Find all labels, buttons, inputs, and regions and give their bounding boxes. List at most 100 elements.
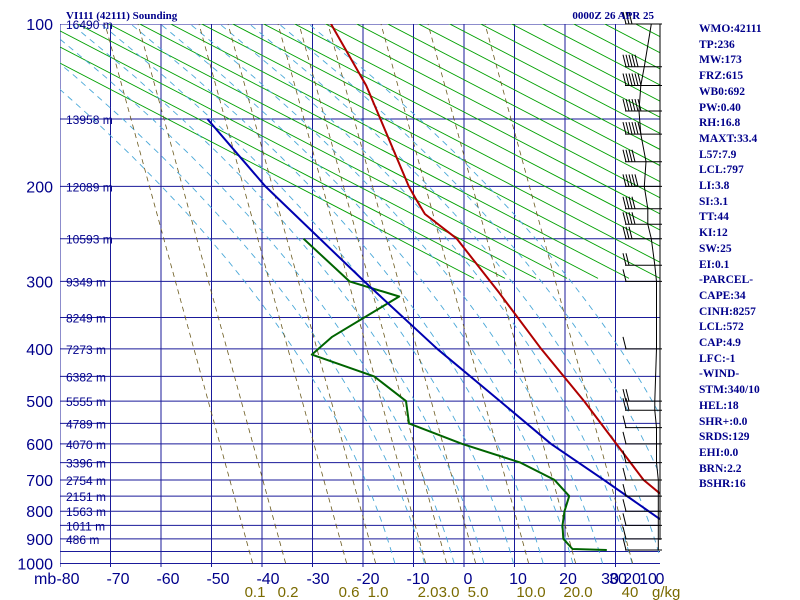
mixing-ratio-line xyxy=(427,24,578,567)
pressure-tick-label: 200 xyxy=(26,179,53,196)
mixing-ratio-label: 20.0 xyxy=(563,584,592,600)
dry-adiabat-line xyxy=(138,24,630,279)
dry-adiabat-line xyxy=(386,24,660,167)
wind-barb xyxy=(622,388,662,402)
mixing-ratio-line xyxy=(277,24,428,567)
mixing-ratio-label: 0.6 xyxy=(339,584,360,600)
index-line: TT:44 xyxy=(699,211,729,224)
dry-adiabat-line xyxy=(293,24,660,215)
index-line: LCL:797 xyxy=(699,164,744,177)
moist-adiabat-line xyxy=(60,88,396,564)
index-line: KI:12 xyxy=(699,227,728,240)
temperature-tick-label: -50 xyxy=(206,571,229,588)
dry-adiabat-line xyxy=(479,24,660,118)
height-label: 1011 m xyxy=(66,519,105,533)
index-line: MAXT:33.4 xyxy=(699,132,758,145)
dry-adiabat-line xyxy=(60,30,537,279)
index-line: L57:7.9 xyxy=(699,148,737,161)
index-line: LCL:572 xyxy=(699,321,744,334)
height-label: 13958 m xyxy=(66,113,113,127)
mixing-ratio-line xyxy=(137,24,288,567)
moist-adiabat-line xyxy=(160,24,574,564)
index-line: CINH:8257 xyxy=(699,305,756,318)
index-line: LFC:-1 xyxy=(699,352,736,365)
wind-barb xyxy=(622,54,662,68)
mixing-ratio-lines xyxy=(104,24,635,567)
moist-adiabat-line xyxy=(71,24,485,564)
plot-background xyxy=(60,24,660,567)
index-line: WB0:692 xyxy=(699,85,745,98)
index-line: WMO:42111 xyxy=(699,23,762,35)
mixing-ratio-label: 1.0 xyxy=(368,584,389,600)
moist-adiabat-line xyxy=(60,38,455,564)
mixing-ratio-line xyxy=(327,24,478,567)
wind-barb xyxy=(622,499,662,512)
pressure-tick-label: 300 xyxy=(26,274,53,291)
temperature-tick-label: -20 xyxy=(356,571,379,588)
height-label: 9349 m xyxy=(66,275,106,289)
height-label: 10593 m xyxy=(66,233,113,247)
wind-barb xyxy=(622,196,662,210)
moist-adiabat-line xyxy=(189,24,604,564)
mixing-ratio-label: 0.1 xyxy=(245,584,266,600)
mixing-ratio-label: 3.0 xyxy=(439,584,460,600)
temperature-tick-label: 20 xyxy=(559,571,577,588)
index-line: CAPE:34 xyxy=(699,289,746,302)
mixing-ratio-line xyxy=(227,24,378,567)
index-line: EHI:0.0 xyxy=(699,446,739,459)
wind-barb xyxy=(622,467,662,481)
temperature-tick-label: -10 xyxy=(406,571,429,588)
temperature-tick-label: 10 xyxy=(509,571,527,588)
mixing-ratio-label: 10.0 xyxy=(516,584,545,600)
dry-adiabat-line xyxy=(76,24,568,279)
sounding-series-line xyxy=(302,237,607,551)
index-line: CAP:4.9 xyxy=(699,337,741,350)
temperature-tick-label: -30 xyxy=(306,571,329,588)
height-label: 3396 m xyxy=(66,457,106,471)
dry-adiabat-line xyxy=(60,46,506,279)
pressure-tick-label: 800 xyxy=(26,504,53,521)
wind-profile xyxy=(622,11,662,551)
temperature-tick-label: -60 xyxy=(156,571,179,588)
dry-adiabat-line xyxy=(200,24,660,263)
index-line: MW:173 xyxy=(699,54,742,67)
isobar-isotherm-grid xyxy=(60,24,660,567)
pressure-tick-label: 400 xyxy=(26,342,53,359)
moist-adiabat-line xyxy=(278,24,660,477)
moist-adiabat-line xyxy=(249,24,660,559)
wind-barb xyxy=(622,226,662,240)
wind-speed-tick-label: 0 xyxy=(656,571,665,588)
wind-barb xyxy=(622,73,662,86)
index-line: FRZ:615 xyxy=(699,70,744,83)
pressure-tick-label: 600 xyxy=(26,437,53,454)
index-line: -PARCEL- xyxy=(699,274,754,287)
index-line: -WIND- xyxy=(699,368,740,381)
wind-barb xyxy=(622,269,662,282)
dry-adiabats xyxy=(60,24,660,279)
index-line: TP:236 xyxy=(699,38,735,51)
wind-barb xyxy=(622,149,662,163)
mixing-ratio-line xyxy=(104,24,255,567)
index-line: LI:3.8 xyxy=(699,180,730,193)
index-line: SW:25 xyxy=(699,242,732,255)
index-line: PW:0.40 xyxy=(699,101,741,114)
wind-barb xyxy=(622,537,662,551)
wind-speed-tick-label: 30 xyxy=(601,571,619,588)
wind-barb xyxy=(622,450,662,464)
pressure-tick-label: 1000 xyxy=(17,557,53,574)
wind-barb xyxy=(622,212,662,225)
wind-barb xyxy=(622,11,662,25)
mixing-ratio-unit-label: g/kg xyxy=(652,584,680,600)
wind-barb xyxy=(622,336,662,350)
dry-adiabat-line xyxy=(231,24,660,247)
height-label: 4070 m xyxy=(66,438,106,452)
height-label: 1563 m xyxy=(66,505,106,519)
index-line: SI:3.1 xyxy=(699,195,729,208)
dry-adiabat-line xyxy=(355,24,660,183)
height-label: 6382 m xyxy=(66,370,106,384)
sounding-series-line xyxy=(330,24,660,495)
index-line: SHR+:0.0 xyxy=(699,415,748,428)
sounding-profiles xyxy=(206,24,660,551)
